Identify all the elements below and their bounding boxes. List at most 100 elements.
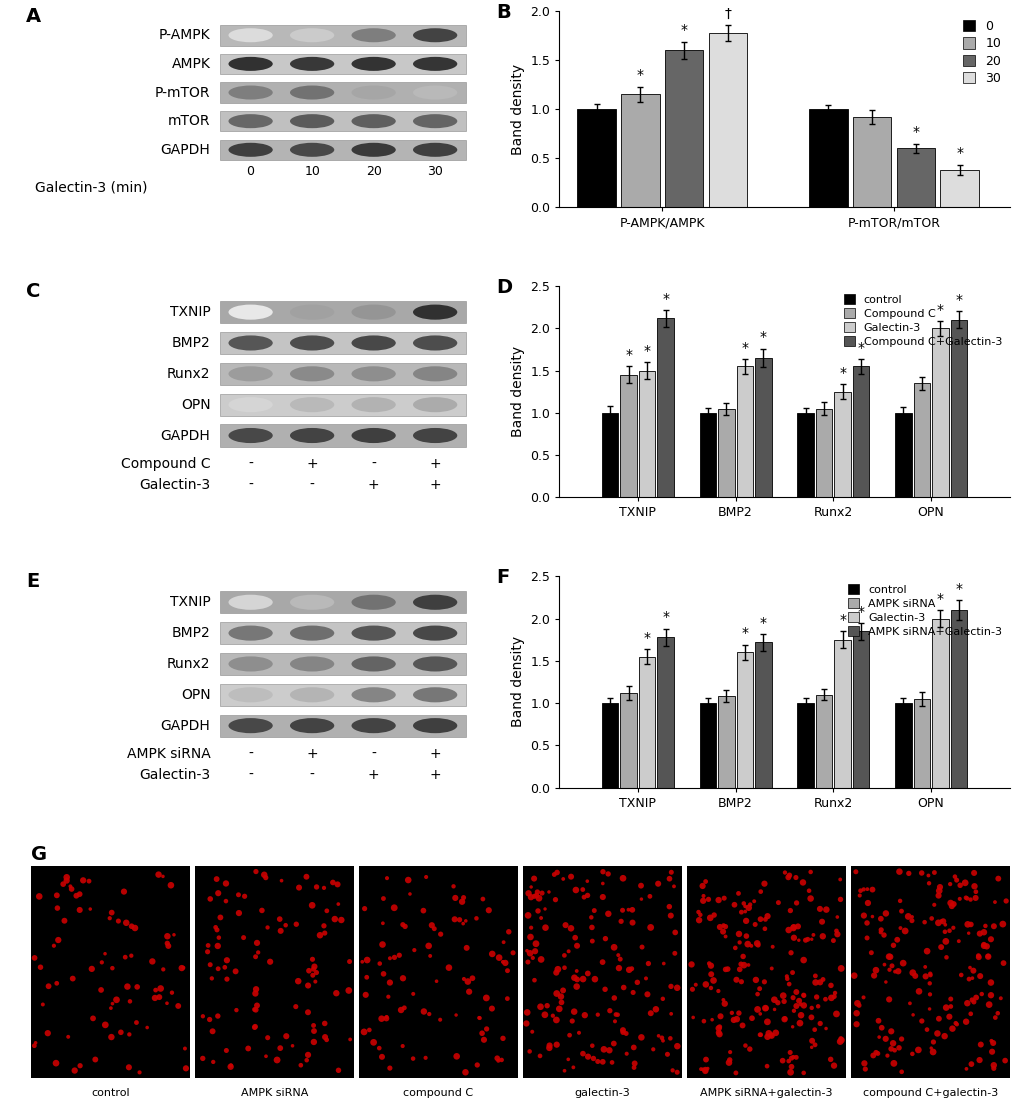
Point xyxy=(893,1063,909,1081)
Point xyxy=(272,922,288,940)
Point xyxy=(921,967,937,984)
Text: *: * xyxy=(661,291,668,306)
Point xyxy=(916,958,932,975)
Bar xyxy=(621,94,659,208)
Point xyxy=(159,934,175,952)
Point xyxy=(654,1032,671,1050)
Point xyxy=(644,1040,660,1058)
Point xyxy=(207,919,223,937)
Point xyxy=(828,908,845,925)
Point xyxy=(760,1024,776,1042)
Ellipse shape xyxy=(289,28,334,42)
Ellipse shape xyxy=(289,688,334,702)
Point xyxy=(971,968,987,985)
Point xyxy=(944,1020,960,1038)
Point xyxy=(710,1020,727,1038)
Point xyxy=(700,954,716,972)
Point xyxy=(795,997,811,1014)
Point xyxy=(159,994,175,1012)
Point xyxy=(780,921,796,939)
Text: P-AMPK: P-AMPK xyxy=(159,28,210,42)
Point xyxy=(827,1005,844,1023)
Point xyxy=(524,949,540,967)
Text: -: - xyxy=(248,768,253,782)
Ellipse shape xyxy=(228,336,272,351)
Point xyxy=(49,974,65,992)
Point xyxy=(720,1053,737,1071)
Point xyxy=(965,864,981,882)
Point xyxy=(131,1063,148,1081)
Ellipse shape xyxy=(289,397,334,412)
Ellipse shape xyxy=(413,367,457,381)
Point xyxy=(381,1059,397,1077)
Point xyxy=(632,877,648,894)
Point xyxy=(250,943,266,961)
Point xyxy=(783,1058,799,1075)
Point xyxy=(972,985,988,1003)
Point xyxy=(947,1014,963,1032)
Point xyxy=(609,1005,626,1023)
Point xyxy=(567,929,583,947)
Point xyxy=(306,1033,322,1051)
Point xyxy=(560,1027,577,1044)
Point xyxy=(144,952,160,970)
Point xyxy=(417,1049,433,1067)
Text: *: * xyxy=(935,592,943,605)
Point xyxy=(330,895,346,913)
Bar xyxy=(656,318,674,498)
Point xyxy=(775,1010,792,1028)
Text: OPN: OPN xyxy=(180,398,210,412)
Point xyxy=(896,922,912,940)
Point xyxy=(103,1028,119,1045)
Point xyxy=(663,1061,680,1079)
Ellipse shape xyxy=(289,367,334,381)
Point xyxy=(783,944,799,962)
Point xyxy=(803,1009,819,1027)
Point xyxy=(378,869,394,887)
Point xyxy=(733,973,749,991)
Point xyxy=(702,979,718,997)
Point xyxy=(795,1064,811,1082)
Point xyxy=(568,881,584,899)
Point xyxy=(621,961,637,979)
Text: *: * xyxy=(661,610,668,624)
Point xyxy=(93,981,109,999)
Point xyxy=(945,919,961,937)
Point xyxy=(824,932,841,950)
Point xyxy=(952,967,968,984)
Text: *: * xyxy=(643,344,650,358)
Ellipse shape xyxy=(289,86,334,100)
Point xyxy=(985,893,1002,911)
Point xyxy=(523,878,539,895)
Point xyxy=(942,990,958,1008)
Point xyxy=(799,930,815,948)
Point xyxy=(259,919,275,937)
Point xyxy=(741,1040,757,1058)
Point xyxy=(970,1051,986,1069)
Text: -: - xyxy=(310,478,314,492)
Point xyxy=(870,1028,887,1045)
Point xyxy=(941,922,957,940)
Point xyxy=(605,1034,622,1052)
Point xyxy=(378,1010,394,1028)
Point xyxy=(594,874,610,892)
Point xyxy=(58,869,74,887)
Point xyxy=(832,1030,848,1048)
Point xyxy=(795,987,811,1004)
Point xyxy=(247,984,263,1002)
Point xyxy=(943,898,959,915)
Point xyxy=(884,937,901,954)
Point xyxy=(164,983,180,1001)
Point xyxy=(751,1005,767,1023)
Point xyxy=(811,900,827,918)
Point xyxy=(451,911,468,929)
Point xyxy=(733,903,749,921)
Point xyxy=(803,999,819,1017)
Point xyxy=(776,1010,793,1028)
Ellipse shape xyxy=(289,625,334,641)
Point xyxy=(702,957,718,974)
Point xyxy=(625,983,641,1001)
Point xyxy=(951,877,967,894)
Point xyxy=(594,888,610,905)
Point xyxy=(787,869,803,887)
